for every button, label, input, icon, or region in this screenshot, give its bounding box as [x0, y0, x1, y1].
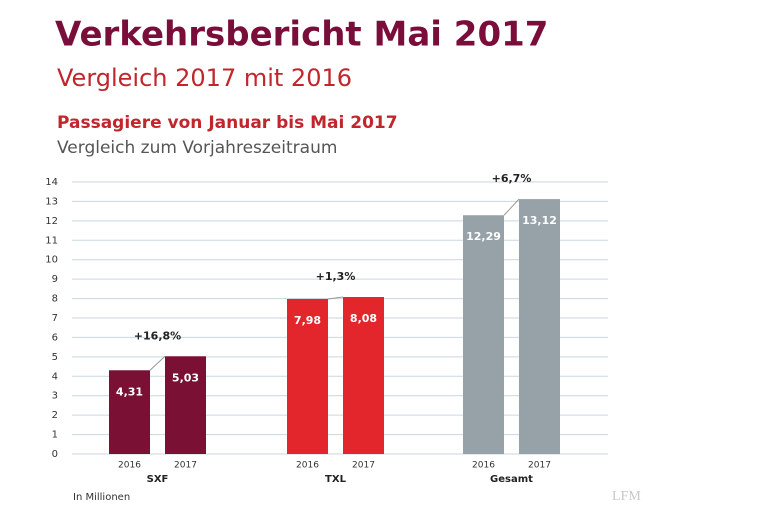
x-tick-label: 2017: [352, 461, 375, 471]
change-connector: [503, 198, 520, 216]
chart-subtitle: Vergleich zum Vorjahreszeitraum: [57, 138, 337, 158]
y-tick-label: 3: [52, 391, 58, 402]
chart-title: Passagiere von Januar bis Mai 2017: [57, 113, 398, 133]
bar: [165, 356, 206, 454]
bar: [519, 199, 560, 454]
value-label: 5,03: [172, 371, 199, 384]
change-label: +6,7%: [492, 172, 532, 185]
y-tick-label: 9: [52, 274, 58, 285]
y-tick-label: 13: [45, 196, 58, 207]
y-tick-label: 0: [52, 449, 58, 460]
bar: [463, 215, 504, 454]
y-tick-label: 7: [52, 313, 58, 324]
y-tick-label: 12: [45, 216, 58, 227]
bar: [287, 298, 328, 454]
change-label: +16,8%: [134, 329, 181, 342]
x-tick-label: 2016: [118, 461, 141, 471]
group-label: TXL: [325, 474, 347, 485]
value-label: 8,08: [350, 312, 377, 325]
y-tick-label: 14: [45, 177, 58, 188]
x-tick-label: 2016: [472, 461, 495, 471]
y-tick-label: 8: [52, 294, 58, 305]
y-tick-label: 6: [52, 332, 58, 343]
y-tick-label: 1: [52, 430, 58, 441]
group-label: SXF: [147, 474, 169, 485]
x-tick-label: 2017: [174, 461, 197, 471]
subtitle: Vergleich 2017 mit 2016: [57, 64, 352, 92]
change-connector: [327, 296, 344, 300]
change-label: +1,3%: [316, 270, 356, 283]
y-tick-label: 4: [52, 371, 58, 382]
bar: [343, 297, 384, 454]
x-tick-label: 2016: [296, 461, 319, 471]
group-label: Gesamt: [490, 474, 533, 485]
y-tick-label: 11: [45, 235, 58, 246]
value-label: 13,12: [522, 214, 557, 227]
value-label: 4,31: [116, 385, 143, 398]
y-tick-label: 2: [52, 410, 58, 421]
watermark: LFM: [612, 489, 641, 504]
bar: [109, 370, 150, 454]
x-tick-label: 2017: [528, 461, 551, 471]
y-tick-label: 10: [45, 255, 58, 266]
value-label: 12,29: [466, 230, 501, 243]
change-connector: [149, 355, 166, 371]
title: Verkehrsbericht Mai 2017: [55, 15, 548, 55]
y-tick-label: 5: [52, 352, 58, 363]
unit-note: In Millionen: [73, 492, 130, 503]
value-label: 7,98: [294, 314, 321, 327]
